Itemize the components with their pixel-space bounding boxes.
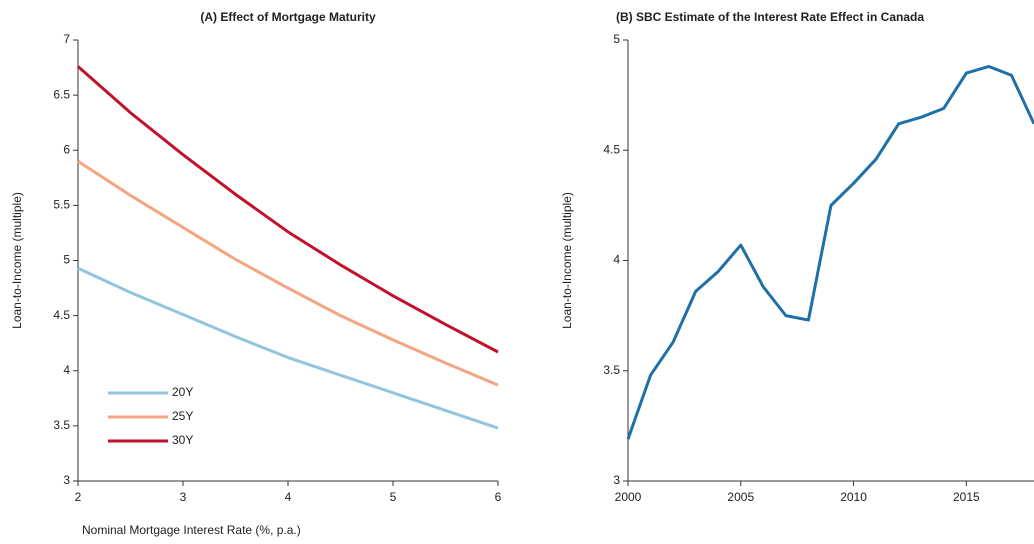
legend-label: 30Y	[172, 433, 193, 447]
y-tick-label: 3.5	[603, 363, 620, 377]
y-tick-label: 5	[63, 253, 70, 267]
y-tick-label: 3	[613, 473, 620, 487]
y-tick-label: 3	[63, 473, 70, 487]
y-tick-label: 4	[613, 253, 620, 267]
y-tick-label: 3.5	[53, 418, 70, 432]
y-tick-label: 5	[613, 32, 620, 46]
x-tick-label: 2	[75, 490, 82, 504]
chart-title: (A) Effect of Mortgage Maturity	[200, 10, 376, 24]
x-tick-label: 2005	[727, 490, 754, 504]
series-line	[626, 64, 1034, 440]
legend-label: 25Y	[172, 409, 193, 423]
x-tick-label: 2000	[615, 490, 642, 504]
y-tick-label: 4	[63, 363, 70, 377]
x-tick-label: 3	[180, 490, 187, 504]
chart-title: (B) SBC Estimate of the Interest Rate Ef…	[616, 10, 924, 24]
x-tick-label: 2010	[840, 490, 867, 504]
series-line	[77, 160, 499, 387]
y-tick-label: 4.5	[53, 308, 70, 322]
series-line	[77, 266, 499, 430]
x-tick-label: 5	[390, 490, 397, 504]
x-tick-label: 2015	[953, 490, 980, 504]
y-tick-label: 7	[63, 32, 70, 46]
x-axis-label: Nominal Mortgage Interest Rate (%, p.a.)	[82, 523, 301, 537]
legend-label: 20Y	[172, 385, 193, 399]
series-line	[77, 65, 499, 354]
y-axis-label: Loan-to-Income (multiple)	[10, 192, 24, 329]
y-tick-label: 6.5	[53, 87, 70, 101]
y-tick-label: 4.5	[603, 142, 620, 156]
y-tick-label: 6	[63, 142, 70, 156]
x-tick-label: 4	[285, 490, 292, 504]
y-axis-label: Loan-to-Income (multiple)	[560, 192, 574, 329]
y-tick-label: 5.5	[53, 198, 70, 212]
x-tick-label: 6	[495, 490, 502, 504]
